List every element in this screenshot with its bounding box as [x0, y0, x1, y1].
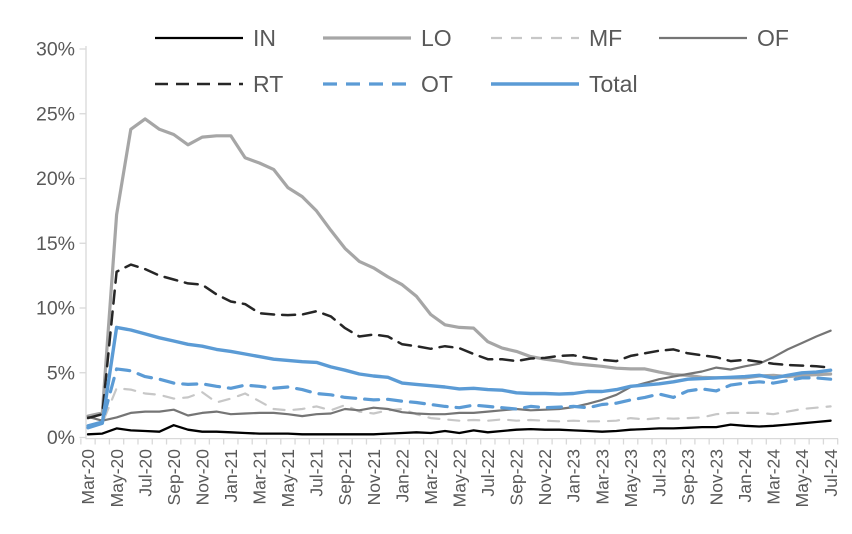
x-tick-label: Jan-22 — [392, 449, 412, 503]
series-line-ot — [86, 367, 833, 428]
y-tick-label: 20% — [36, 168, 75, 190]
x-tick-label: Sep-21 — [335, 449, 355, 505]
series-line-mf — [86, 387, 832, 427]
series-line-of — [86, 329, 832, 422]
x-tick-label: Mar-22 — [421, 449, 441, 504]
y-tick-label: 5% — [47, 362, 75, 384]
series-line-lo — [86, 117, 833, 418]
x-tick-label: May-22 — [449, 449, 469, 507]
legend-item-total: Total — [491, 71, 638, 97]
x-tick-label: Jul-24 — [821, 449, 841, 497]
x-tick-label: Nov-23 — [707, 449, 727, 505]
x-tick-label: Mar-20 — [78, 449, 98, 505]
x-tick-label: Jul-21 — [307, 449, 327, 497]
legend-label-total: Total — [589, 71, 638, 97]
x-tick-label: May-20 — [107, 449, 127, 508]
x-tick-label: Nov-20 — [192, 449, 212, 506]
legend-label-lo: LO — [421, 25, 452, 51]
legend-item-lo: LO — [323, 25, 452, 51]
x-tick-label: Mar-23 — [592, 449, 612, 504]
x-tick-label: Sep-22 — [507, 449, 527, 505]
x-tick-label: Jan-21 — [221, 449, 241, 503]
legend-label-in: IN — [253, 25, 276, 51]
x-tick-label: Jan-23 — [564, 449, 584, 503]
legend-item-mf: MF — [491, 25, 622, 51]
y-tick-label: 30% — [36, 39, 75, 61]
legend-item-rt: RT — [155, 71, 283, 97]
x-tick-label: Jan-24 — [735, 449, 755, 503]
legend-label-ot: OT — [421, 71, 453, 97]
series-line-rt — [86, 263, 832, 420]
legend-label-of: OF — [757, 25, 789, 51]
legend-item-ot: OT — [323, 71, 453, 97]
x-tick-label: Mar-21 — [250, 449, 270, 504]
y-tick-label: 0% — [47, 427, 75, 449]
legend-label-mf: MF — [589, 25, 622, 51]
x-tick-label: May-23 — [621, 449, 641, 507]
x-tick-label: Sep-23 — [678, 449, 698, 505]
x-tick-label: Jul-23 — [649, 449, 669, 497]
series-line-in — [86, 419, 832, 436]
x-tick-label: Jul-22 — [478, 449, 498, 497]
x-tick-label: Sep-20 — [164, 449, 184, 506]
x-tick-label: Mar-24 — [764, 449, 784, 505]
legend-item-in: IN — [155, 25, 276, 51]
y-tick-label: 10% — [36, 298, 75, 320]
legend-item-of: OF — [659, 25, 789, 51]
y-tick-label: 25% — [36, 103, 75, 125]
x-tick-label: Jul-20 — [135, 449, 155, 497]
x-tick-label: May-21 — [278, 449, 298, 507]
y-tick-label: 15% — [36, 233, 75, 255]
legend-label-rt: RT — [253, 71, 283, 97]
series-line-total — [86, 325, 833, 430]
x-tick-label: Nov-21 — [364, 449, 384, 505]
x-tick-label: May-24 — [792, 449, 812, 508]
x-tick-label: Nov-22 — [535, 449, 555, 505]
